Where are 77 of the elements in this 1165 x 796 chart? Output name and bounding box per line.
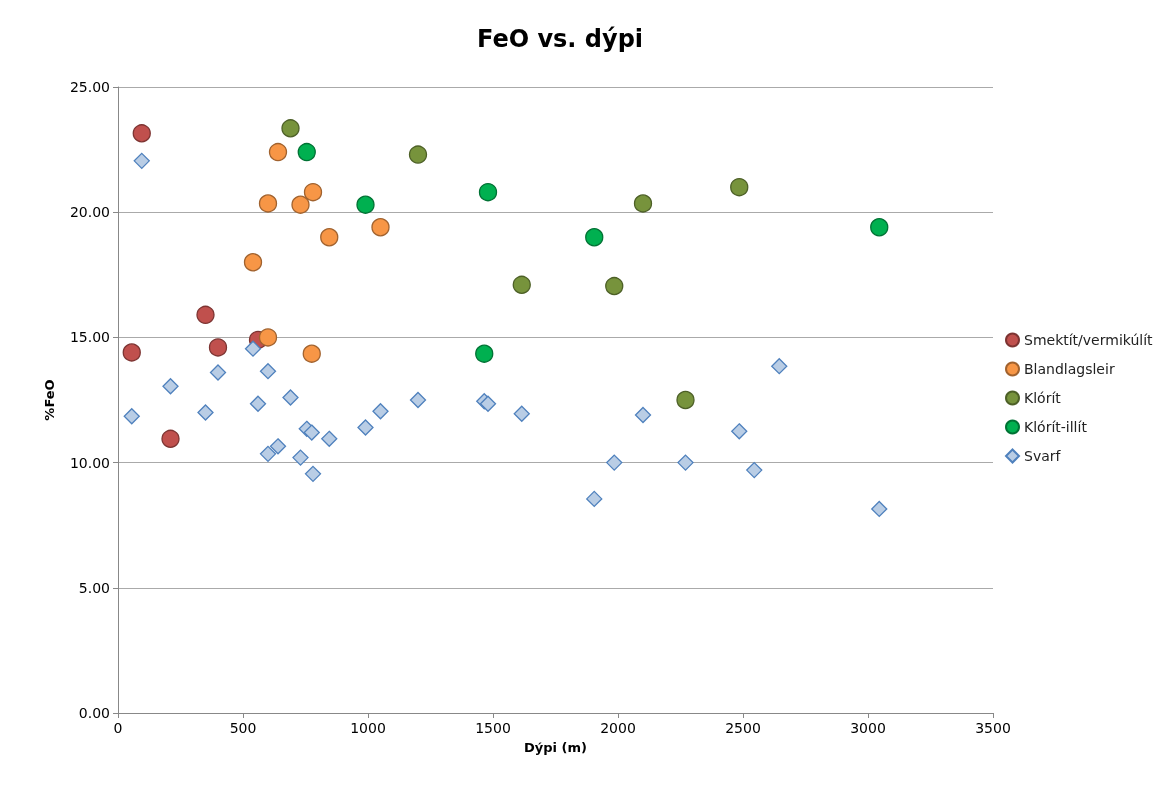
point [771,358,788,375]
point [208,338,228,357]
point [513,405,530,422]
point [302,344,321,363]
point [133,152,150,170]
point [268,142,288,162]
point [123,408,140,425]
point [512,275,531,294]
legend-label: Klórít-illít [1024,419,1088,435]
legend-label: Blandlagsleir [1024,361,1115,377]
point [243,253,263,272]
point [586,490,603,508]
y-axis-title: %FeO [42,379,57,421]
point [281,119,300,138]
point [371,218,390,237]
point [303,183,323,202]
point [249,395,267,412]
point [259,363,277,380]
x-tick-label: 500 [229,720,257,736]
point [372,403,389,420]
point [730,178,749,197]
point [320,228,339,247]
y-tick-label: 0.00 [78,705,110,721]
point [196,305,215,325]
point [132,124,151,143]
point [676,390,695,410]
point [297,142,316,162]
point [871,500,888,518]
point [634,406,652,424]
point [606,454,623,471]
y-tick-label: 25.00 [69,79,110,95]
point [122,343,141,362]
point [585,228,604,247]
legend-label: Svarf [1024,448,1062,464]
y-tick-label: 10.00 [69,454,110,471]
x-tick-label: 2000 [600,720,636,736]
point [258,328,278,347]
point [408,145,428,164]
x-tick-label: 1000 [350,720,386,736]
x-axis-title: Dýpi (m) [524,740,587,755]
x-tick-label: 2500 [725,720,761,736]
legend-label: Klórít [1024,390,1062,406]
point [244,340,262,357]
point [633,194,653,213]
legend-label: Smektít/vermikúlít [1024,332,1154,348]
point [479,395,497,412]
point [409,391,427,409]
point [731,423,748,440]
point [292,449,309,466]
point [746,461,763,479]
point [870,218,889,237]
point [258,194,278,213]
point [677,454,694,471]
y-tick-label: 5.00 [78,579,110,596]
point [357,419,374,436]
point [478,183,498,202]
point [162,378,179,395]
y-tick-label: 20.00 [69,204,110,221]
point [475,344,494,363]
point [209,364,227,381]
point [605,276,624,296]
point [291,195,310,214]
point [282,389,299,406]
point [321,430,338,447]
point [303,424,320,441]
x-tick-label: 0 [113,720,123,736]
x-tick-label: 3000 [850,720,886,736]
y-tick-label: 15.00 [69,329,110,346]
point [304,465,322,483]
point [197,404,214,421]
chart-title: FeO vs. dýpi [476,25,644,53]
point [269,438,287,455]
x-tick-label: 1500 [475,720,511,736]
point [161,429,180,448]
x-tick-label: 3500 [975,720,1011,736]
point [259,445,277,462]
point [356,195,375,214]
